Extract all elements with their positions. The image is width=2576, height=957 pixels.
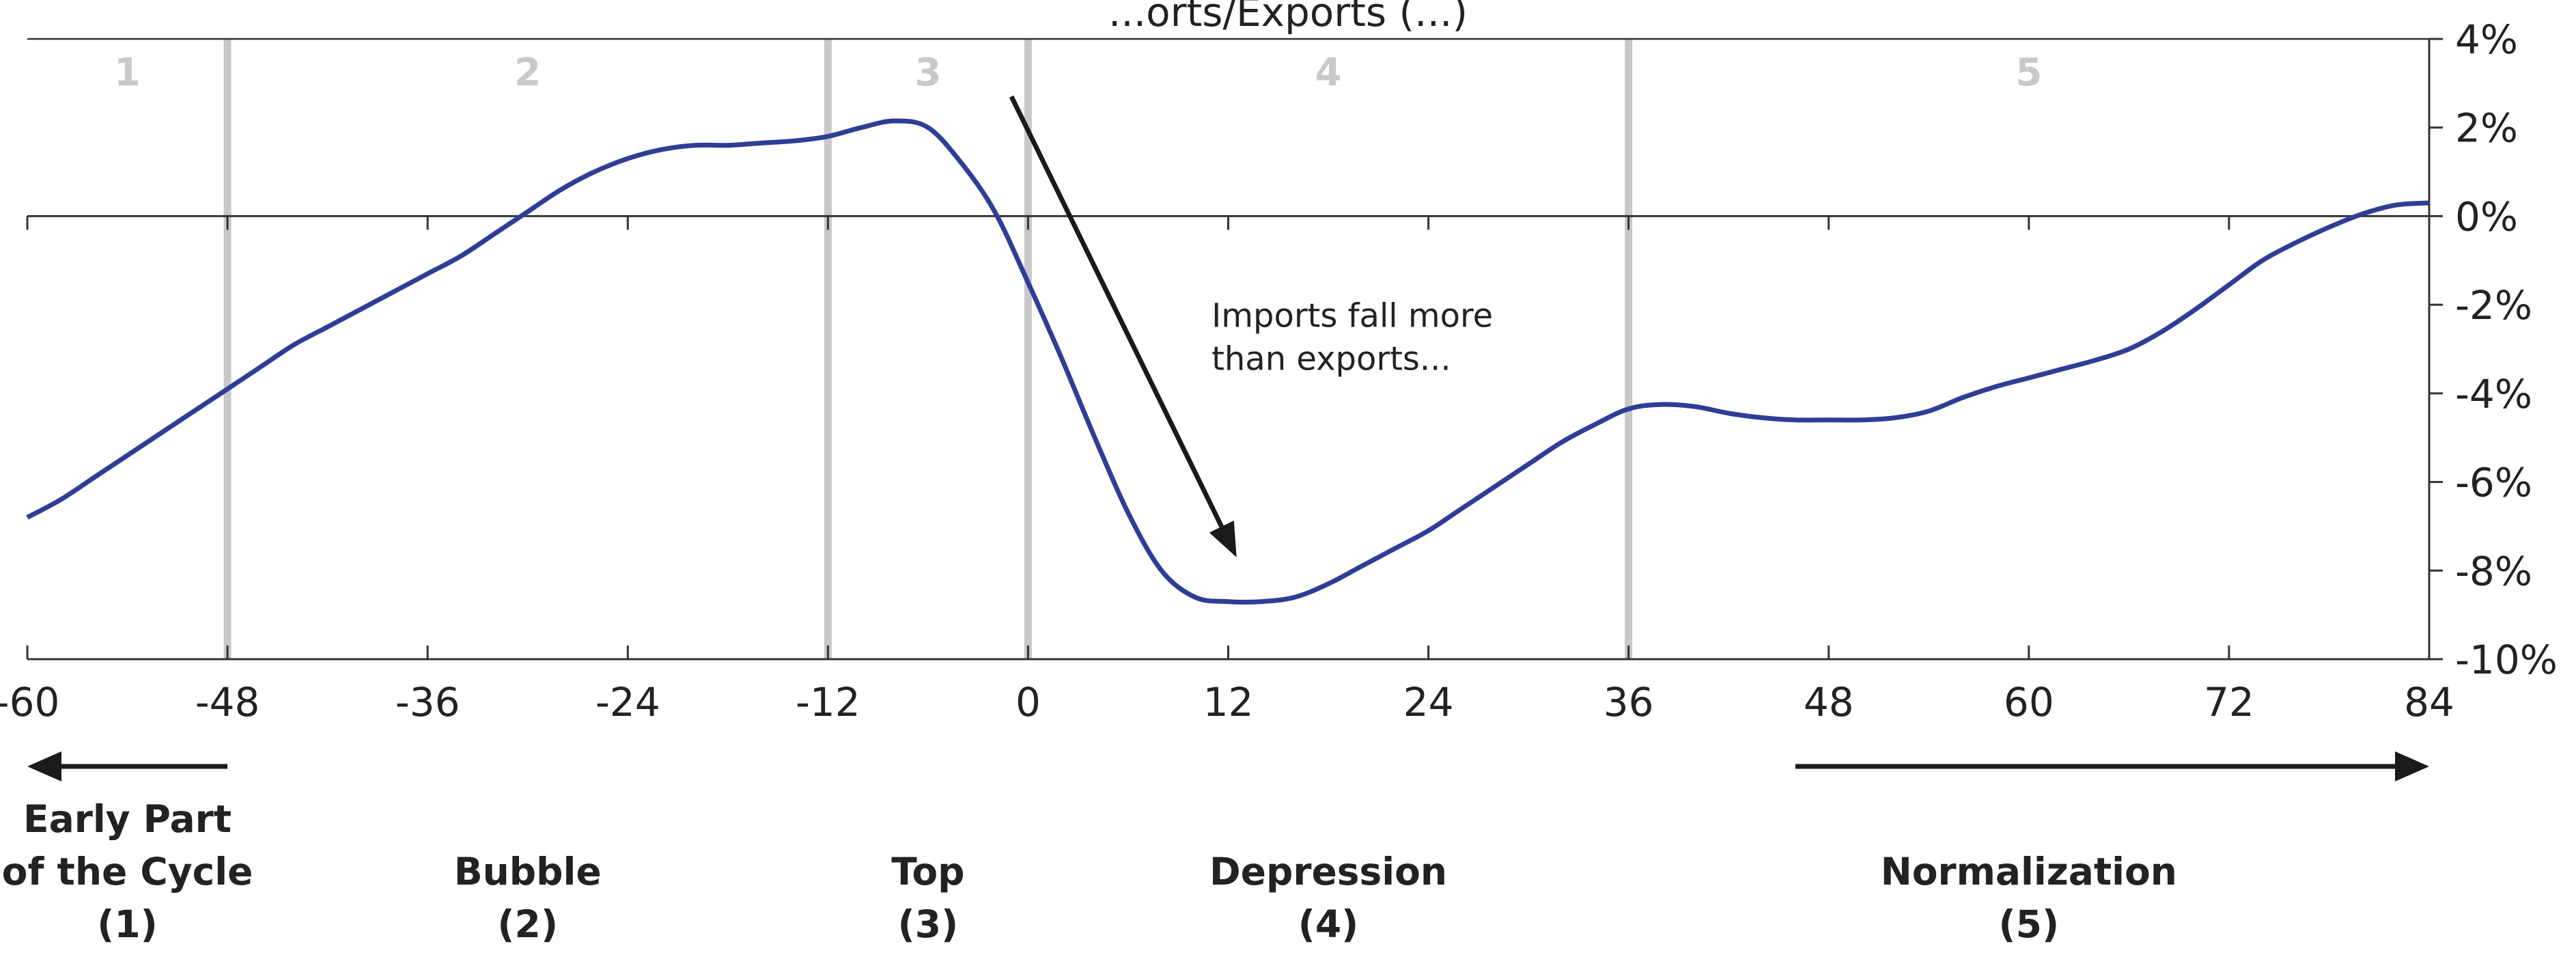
stage-label: (5): [1999, 902, 2060, 946]
y-tick-label: 2%: [2455, 105, 2518, 152]
y-tick-label: -10%: [2455, 637, 2558, 683]
stage-label: Top: [891, 850, 964, 893]
stage-label: Normalization: [1881, 850, 2177, 893]
x-tick-label: 36: [1604, 679, 1654, 725]
stage-label: (1): [97, 902, 158, 946]
x-tick-label: 24: [1403, 679, 1454, 725]
phase-number: 1: [114, 51, 141, 95]
y-tick-label: -6%: [2455, 460, 2532, 506]
annotation-arrow-shaft: [1009, 95, 1224, 528]
series-line: [26, 118, 2430, 605]
y-tick-label: -2%: [2455, 282, 2532, 329]
stage-label: Depression: [1209, 850, 1447, 893]
stage-label: of the Cycle: [2, 850, 253, 893]
stage-label: (2): [497, 902, 558, 946]
y-tick-label: -4%: [2455, 371, 2532, 417]
x-tick-label: -24: [596, 679, 660, 725]
annotation: Imports fall more than exports...: [1009, 95, 1493, 557]
annotation-arrow-head: [1209, 521, 1237, 557]
y-axis-ticks: 4% 2% 0% -2% -4% -6% -8% -10%: [2429, 16, 2558, 683]
chart-title: ...orts/Exports (...): [1108, 0, 1468, 36]
phase-boundaries: [223, 39, 1633, 659]
annotation-text: Imports fall more: [1212, 297, 1493, 335]
y-tick-label: 0%: [2455, 193, 2518, 240]
stage-label: Early Part: [23, 797, 232, 841]
x-tick-label: 48: [1804, 679, 1854, 725]
phase-number: 2: [514, 51, 541, 95]
phase-number: 3: [914, 51, 941, 95]
phase-number: 4: [1315, 51, 1342, 95]
x-tick-label: -48: [195, 679, 260, 725]
stage-labels: Early Part of the Cycle (1) Bubble (2) Top (3)…: [2, 751, 2429, 946]
phase-numbers: 1 2 3 4 5: [114, 51, 2042, 95]
x-tick-label: 60: [2004, 679, 2054, 725]
x-tick-label: -12: [796, 679, 860, 725]
series-layer: [26, 118, 2430, 605]
x-tick-label: -36: [395, 679, 460, 725]
x-tick-label: 0: [1016, 679, 1041, 725]
x-tick-label: 72: [2204, 679, 2254, 725]
x-tick-label: 84: [2404, 679, 2454, 725]
timeline-arrow-head: [27, 751, 61, 781]
y-tick-label: -8%: [2455, 548, 2532, 594]
x-tick-label: -60: [0, 679, 59, 725]
stage-label: (4): [1298, 902, 1359, 946]
phase-number: 5: [2015, 51, 2042, 95]
x-axis-ticks: -60 -48 -36 -24 -12 0 12 24 36 48 60 72 84: [0, 216, 2454, 725]
stage-label: Bubble: [454, 850, 602, 893]
timeline-arrow-head: [2395, 751, 2429, 781]
x-tick-label: 12: [1203, 679, 1254, 725]
y-tick-label: 4%: [2455, 16, 2518, 63]
annotation-text: than exports...: [1212, 340, 1451, 378]
stage-label: (3): [898, 902, 959, 946]
